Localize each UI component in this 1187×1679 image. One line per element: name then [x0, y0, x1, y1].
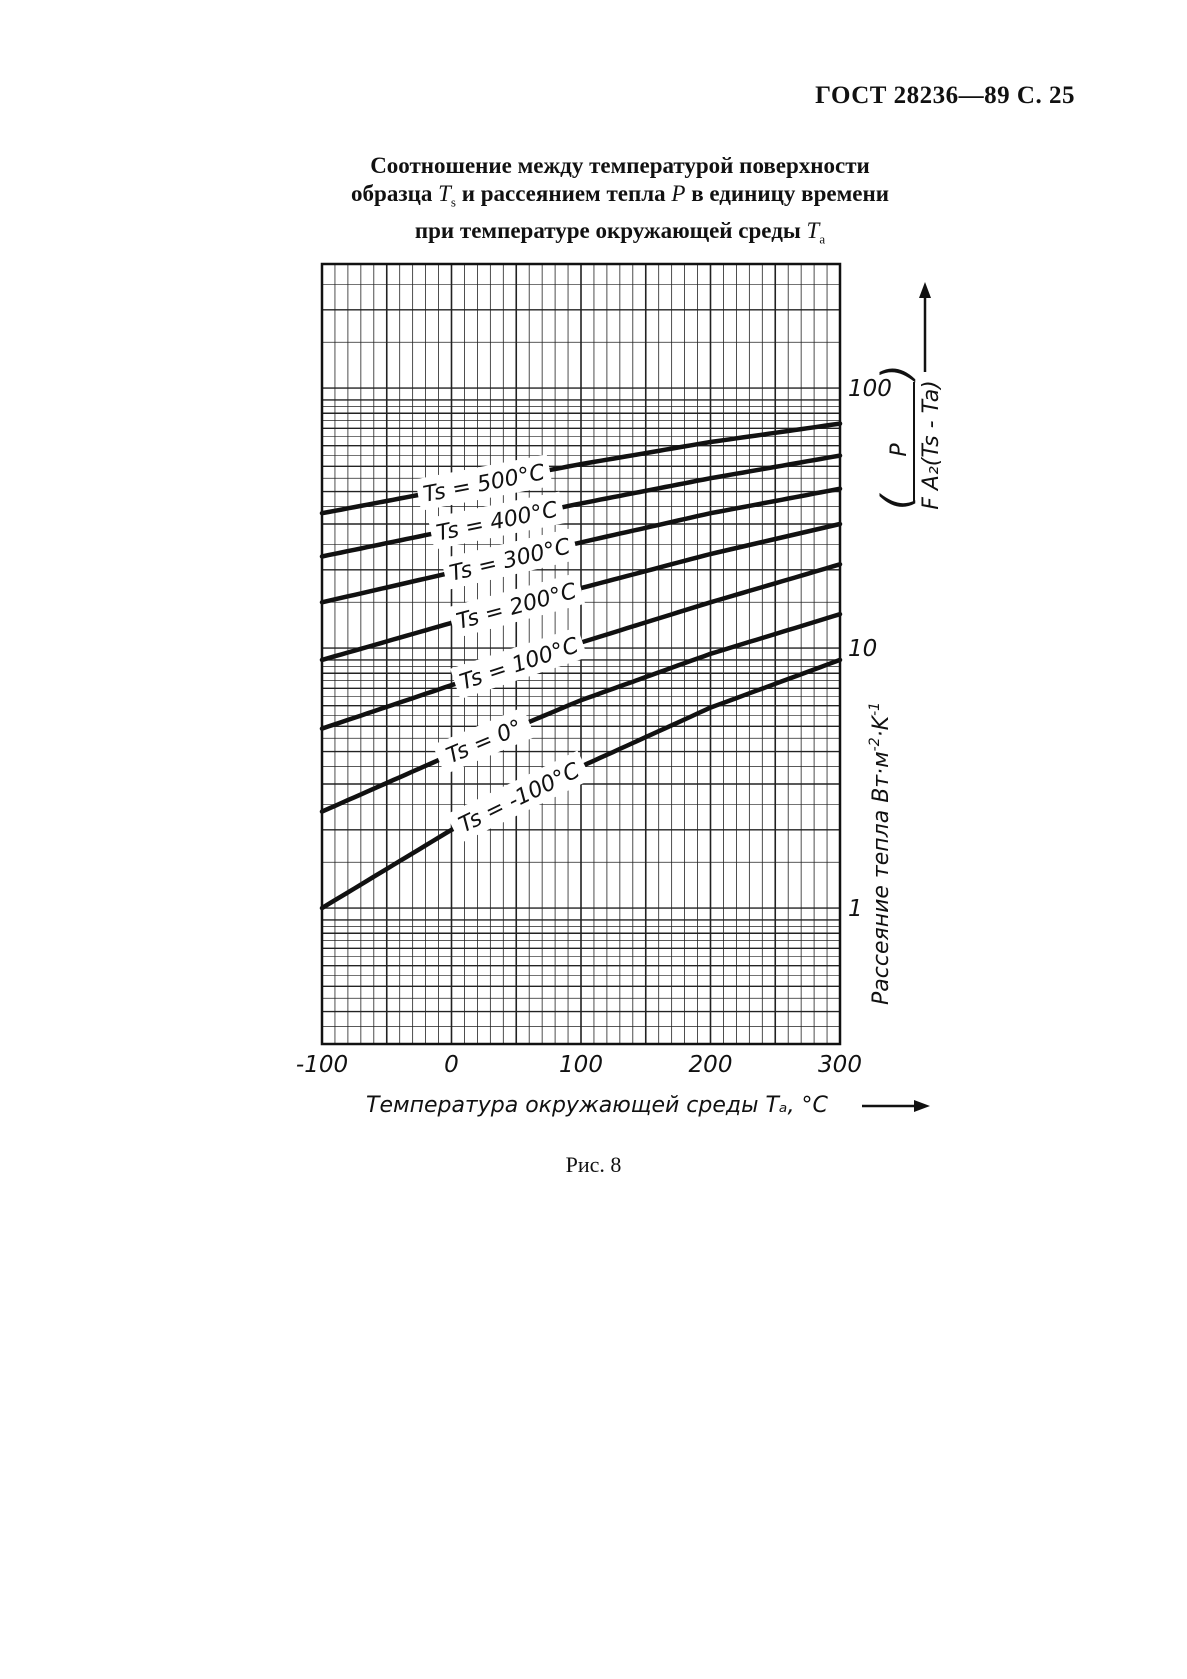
series-label-background — [446, 750, 592, 844]
series-label: Ts = -100°C — [455, 758, 584, 838]
series-label-background — [447, 572, 586, 639]
x-tick-label: 300 — [818, 1052, 862, 1078]
formula-numerator: P — [887, 443, 912, 457]
series-line — [319, 421, 843, 516]
series-label-group: Ts = 0° — [432, 707, 536, 775]
title-line-3: при температуре окружающей среды Ta — [260, 217, 980, 254]
series-label-background — [440, 528, 579, 590]
y-tick-label: 100 — [848, 376, 892, 402]
x-tick-label: 0 — [444, 1052, 459, 1078]
title-line-2-part: образца — [351, 181, 439, 206]
figure-caption: Рис. 8 — [565, 1152, 622, 1177]
tick-labels: -100 0 100 200 300 100 10 1 — [296, 376, 892, 1078]
title-symbol-ts-sub: s — [450, 194, 456, 210]
formula-denominator: F A₂(Ts - Ta) — [919, 380, 944, 510]
y-axis-arrow — [919, 282, 931, 372]
formula-paren-left: ( — [874, 492, 920, 510]
y-axis-formula: ( P F A₂(Ts - Ta) ) — [874, 364, 944, 510]
formula-paren-right: ) — [874, 364, 920, 383]
title-symbol-ta: T — [806, 217, 820, 243]
title-line-2: образца Ts и рассеянием тепла P в единиц… — [260, 180, 980, 217]
title-line-2-part: в единицу времени — [685, 181, 889, 206]
title-symbol-ta-sub: a — [819, 231, 826, 247]
series-line — [319, 486, 843, 605]
title-line-2-part: и рассеянием тепла — [455, 181, 672, 206]
page-reference: ГОСТ 28236—89 С. 25 — [815, 82, 1075, 109]
title-line-1: Соотношение между температурой поверхнос… — [370, 153, 870, 178]
title-line-3-part: при температуре окружающей среды — [414, 217, 807, 243]
series-line — [319, 521, 843, 663]
chart-title: Соотношение между температурой поверхнос… — [260, 152, 980, 253]
title-symbol-p: P — [671, 181, 686, 206]
y-tick-label: 10 — [848, 636, 877, 662]
series-line — [319, 611, 843, 814]
x-axis-label: Температура окружающей среды Tₐ, °C — [366, 1093, 829, 1118]
series-label-background — [432, 707, 536, 775]
series-label-background — [415, 454, 553, 511]
series-label-background — [427, 491, 566, 550]
x-tick-label: 100 — [559, 1052, 603, 1078]
plot-frame — [320, 262, 842, 1046]
x-tick-label: 200 — [689, 1052, 733, 1078]
title-symbol-ts: T — [438, 181, 451, 206]
y-axis-label: Рассеяние тепла Вт·м-2·K-1 — [867, 702, 894, 1005]
x-tick-label: -100 — [296, 1052, 348, 1078]
series-label-background — [450, 626, 588, 700]
x-axis-arrow — [862, 1100, 930, 1112]
series-line — [319, 453, 843, 559]
y-tick-label: 1 — [848, 896, 863, 922]
